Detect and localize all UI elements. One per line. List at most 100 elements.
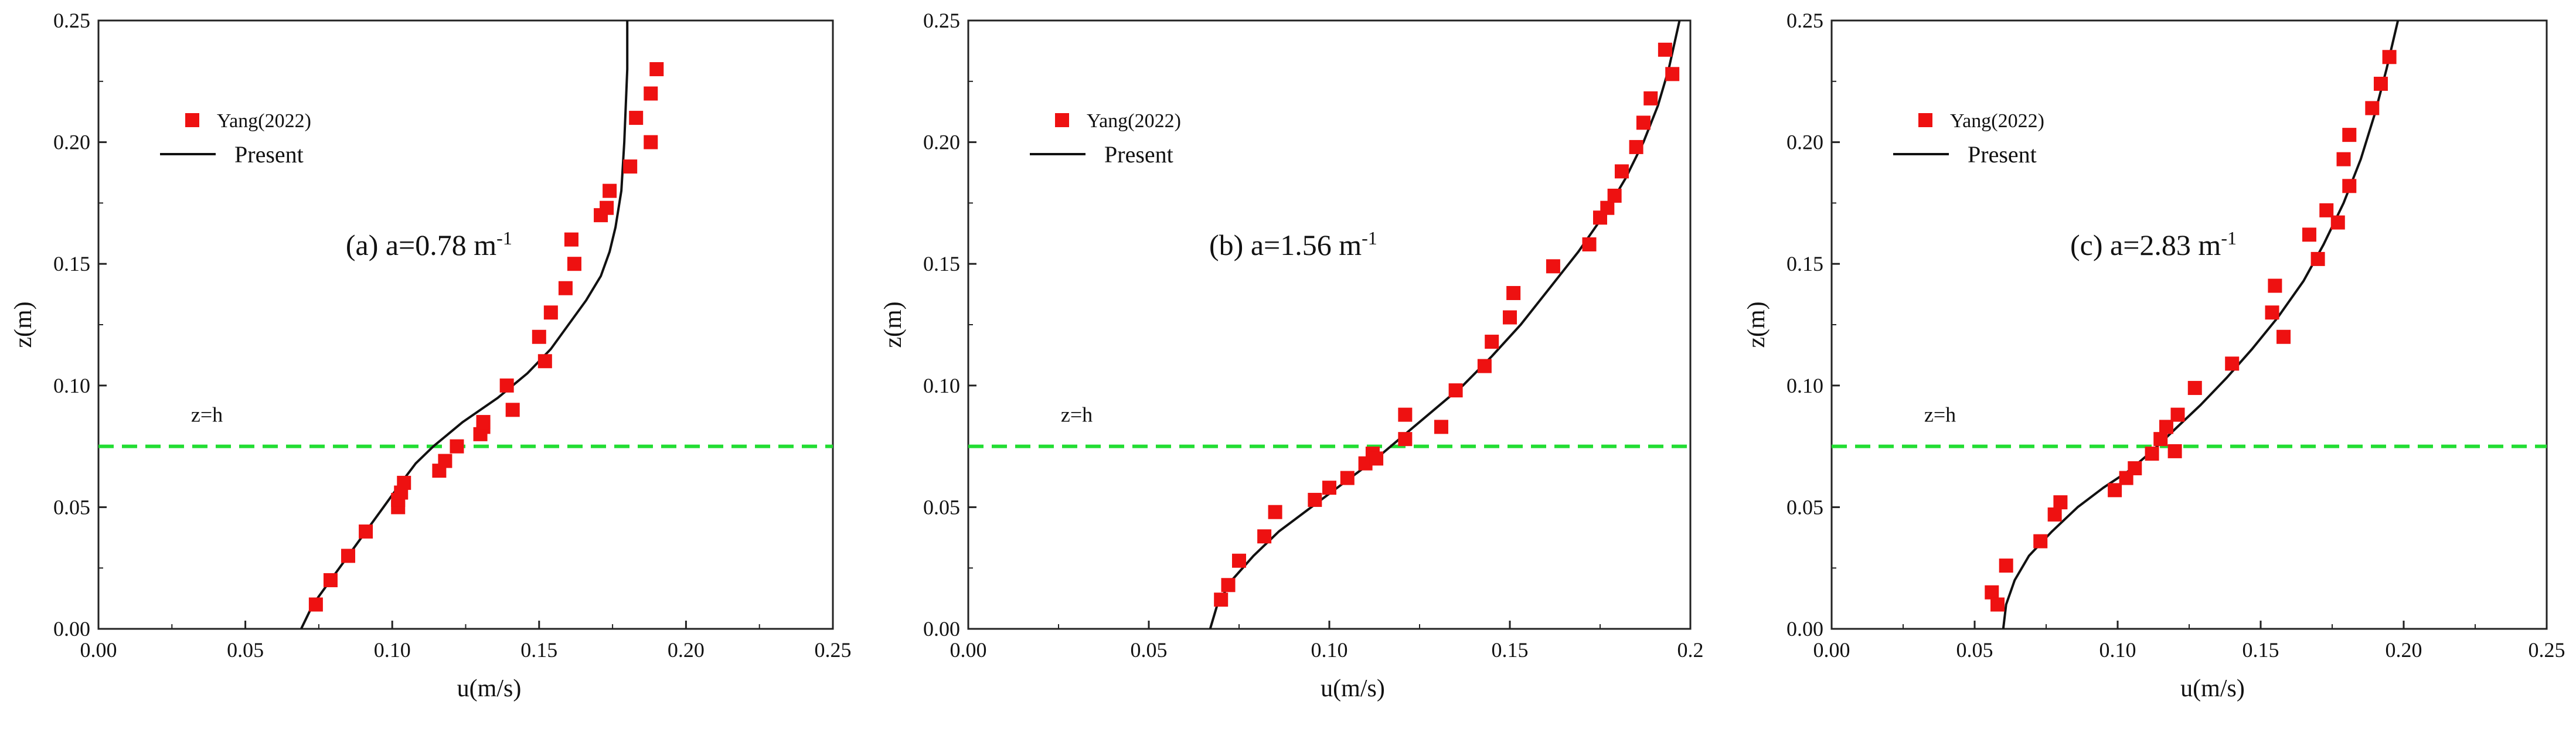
panel-label: (a) a=0.78 m-1	[346, 227, 512, 261]
data-point-yang2022	[2187, 380, 2202, 395]
data-point-yang2022	[2145, 447, 2159, 461]
legend-label-present: Present	[1104, 141, 1173, 168]
data-point-yang2022	[308, 597, 323, 612]
data-point-yang2022	[2330, 215, 2345, 230]
data-point-yang2022	[1629, 139, 1643, 154]
y-tick-label: 0.05	[1786, 495, 1823, 519]
data-point-yang2022	[1985, 585, 1999, 600]
x-tick-label: 0.10	[1311, 638, 1348, 662]
legend-marker-yang2022	[185, 113, 199, 127]
data-point-yang2022	[1658, 42, 1672, 57]
data-point-yang2022	[1636, 115, 1651, 130]
data-point-yang2022	[1546, 259, 1560, 274]
panel-label: (b) a=1.56 m-1	[1209, 227, 1377, 261]
legend-label-present: Present	[1968, 141, 2037, 168]
x-tick-label: 0.15	[520, 638, 557, 662]
legend-label-yang2022: Yang(2022)	[1087, 110, 1181, 132]
data-point-yang2022	[2128, 461, 2142, 475]
data-point-yang2022	[2047, 507, 2062, 522]
data-point-yang2022	[2319, 203, 2334, 217]
chart-panel-2: 0.00 0.05 0.10 0.15 0.2 0.00 0.05 0.10 0.15 0.20 0…	[880, 9, 1704, 702]
y-tick-label: 0.15	[53, 252, 90, 275]
x-tick-label: 0.00	[1813, 638, 1850, 662]
y-tick-label: 0.25	[1786, 9, 1823, 32]
data-point-yang2022	[2225, 356, 2240, 371]
data-point-yang2022	[2342, 179, 2357, 193]
data-point-yang2022	[1322, 481, 1336, 495]
legend-label-present: Present	[234, 141, 304, 168]
chart-panel-3: 0.00 0.05 0.10 0.15 0.20 0.25 0.00 0.05 0.10 0.15…	[1743, 9, 2565, 702]
data-point-yang2022	[397, 475, 411, 490]
data-point-yang2022	[2310, 251, 2325, 266]
panel-label: (c) a=2.83 m-1	[2070, 227, 2237, 261]
data-layer	[98, 21, 833, 629]
data-point-yang2022	[1232, 553, 1246, 568]
y-tick-label: 0.00	[923, 617, 960, 641]
data-point-yang2022	[1990, 597, 2005, 612]
y-tick-label: 0.20	[1786, 131, 1823, 154]
legend-marker-yang2022	[1055, 113, 1069, 127]
plot-frame	[97, 19, 834, 630]
data-point-yang2022	[567, 257, 581, 271]
data-point-yang2022	[2382, 50, 2397, 64]
y-tick-label: 0.15	[1786, 252, 1823, 275]
data-point-yang2022	[499, 378, 514, 393]
data-point-yang2022	[1506, 286, 1521, 301]
plot-frame	[1830, 19, 2548, 630]
x-tick-label: 0.2	[1677, 638, 1704, 662]
data-point-yang2022	[1485, 335, 1499, 349]
data-point-yang2022	[1214, 593, 1229, 607]
data-point-yang2022	[1308, 492, 1322, 507]
data-point-yang2022	[1268, 505, 1282, 519]
x-tick-label: 0.20	[2386, 638, 2422, 662]
chart-panel-1: 0.00 0.05 0.10 0.15 0.20 0.25 0.00 0.05 0.10 0.15…	[10, 9, 852, 702]
y-tick-label: 0.15	[923, 252, 960, 275]
y-axis-label: z(m)	[880, 301, 907, 348]
data-point-yang2022	[505, 403, 520, 417]
data-point-yang2022	[1221, 578, 1236, 593]
data-point-yang2022	[2153, 432, 2168, 447]
data-point-yang2022	[438, 454, 452, 468]
y-tick-label: 0.05	[923, 495, 960, 519]
x-axis-label: u(m/s)	[2180, 675, 2245, 702]
data-point-yang2022	[359, 524, 373, 539]
x-tick-label: 0.00	[80, 638, 117, 662]
y-tick-label: 0.00	[53, 617, 90, 641]
data-point-yang2022	[644, 135, 658, 149]
data-point-yang2022	[1614, 164, 1629, 179]
data-point-yang2022	[1340, 471, 1355, 485]
data-point-yang2022	[1257, 529, 1272, 544]
data-point-yang2022	[2336, 152, 2351, 166]
data-point-yang2022	[532, 329, 546, 344]
data-point-yang2022	[2167, 444, 2182, 458]
z-equals-h-label: z=h	[1061, 403, 1093, 427]
x-axis-label: u(m/s)	[457, 675, 522, 702]
data-point-yang2022	[1582, 237, 1597, 251]
data-point-yang2022	[1477, 359, 1492, 373]
legend-marker-yang2022	[1918, 113, 1932, 127]
legend-label-yang2022: Yang(2022)	[1950, 110, 2044, 132]
data-point-yang2022	[341, 549, 356, 563]
plot-frame	[967, 19, 1692, 630]
data-layer	[968, 21, 1690, 629]
data-point-yang2022	[323, 573, 338, 587]
data-point-yang2022	[564, 232, 579, 247]
data-point-yang2022	[558, 281, 573, 295]
z-equals-h-label: z=h	[1924, 403, 1956, 427]
y-tick-label: 0.05	[53, 495, 90, 519]
legend-label-yang2022: Yang(2022)	[217, 110, 311, 132]
data-point-yang2022	[2276, 329, 2291, 344]
data-point-yang2022	[600, 200, 614, 215]
data-point-yang2022	[623, 159, 638, 174]
data-point-yang2022	[1398, 407, 1413, 422]
data-point-yang2022	[1448, 383, 1463, 398]
data-point-yang2022	[2108, 483, 2122, 498]
data-point-yang2022	[2373, 76, 2388, 91]
data-point-yang2022	[2265, 305, 2279, 320]
data-point-yang2022	[2302, 227, 2316, 242]
x-tick-label: 0.25	[2529, 638, 2565, 662]
y-tick-label: 0.25	[923, 9, 960, 32]
x-tick-label: 0.00	[950, 638, 987, 662]
x-tick-label: 0.05	[227, 638, 264, 662]
